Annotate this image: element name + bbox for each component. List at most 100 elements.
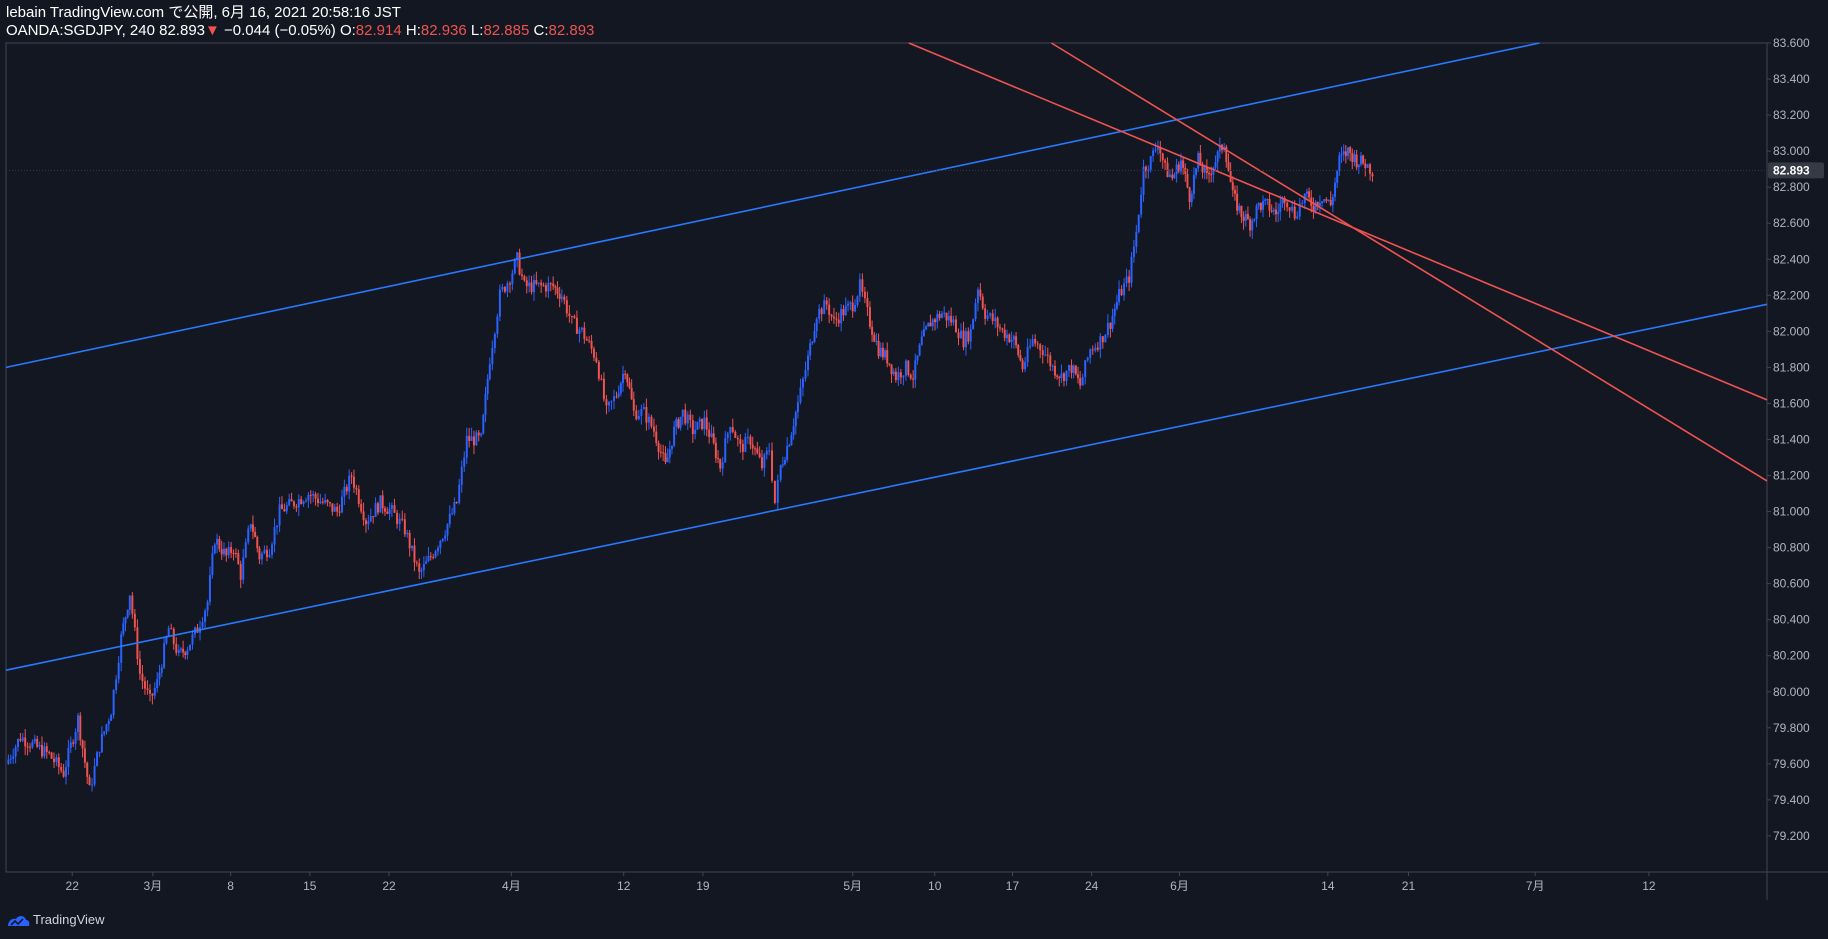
price-tick-label: 79.800 <box>1773 721 1810 735</box>
candle-body <box>920 336 923 345</box>
time-tick-label: 21 <box>1402 879 1416 893</box>
footer: TradingView <box>0 905 1828 939</box>
candle-body <box>904 360 907 376</box>
price-chart[interactable]: 79.200 79.400 79.600 79.800 80.000 80.200 80.4… <box>0 0 1828 905</box>
candle-body <box>701 418 704 429</box>
candle-body <box>390 505 393 509</box>
candle-body <box>1123 283 1126 296</box>
candle-body <box>525 280 528 287</box>
candle-body <box>705 417 708 430</box>
candle-body <box>877 341 880 357</box>
candle-body <box>470 436 473 441</box>
candle-body <box>741 444 744 452</box>
candle-body <box>528 282 531 287</box>
candle-body <box>1277 211 1280 215</box>
tradingview-brand[interactable]: TradingView <box>33 912 105 927</box>
candle-body <box>328 502 331 504</box>
candle-body <box>897 372 900 381</box>
candle-body <box>213 544 216 554</box>
candle-body <box>721 462 724 469</box>
candle-body <box>967 331 970 342</box>
candle-body <box>312 494 315 496</box>
candle-body <box>1166 162 1169 178</box>
candle-body <box>1111 315 1114 329</box>
candle-body <box>600 378 603 380</box>
candle-body <box>463 457 466 467</box>
price-axis[interactable] <box>1767 43 1828 872</box>
candle-body <box>662 452 665 454</box>
price-tick-label: 81.600 <box>1773 396 1810 410</box>
candle-body <box>729 427 732 434</box>
candle-body <box>472 436 475 446</box>
candle-body <box>374 503 377 517</box>
candle-body <box>124 617 127 624</box>
candle-body <box>666 457 669 463</box>
candle-body <box>818 308 821 319</box>
tradingview-logo-icon[interactable] <box>6 914 30 930</box>
time-tick-label: 15 <box>303 879 317 893</box>
candle-body <box>218 538 221 550</box>
candle-body <box>1371 173 1374 177</box>
candle-body <box>554 286 557 288</box>
candle-body <box>55 757 58 763</box>
candle-body <box>925 326 928 330</box>
candle-body <box>304 500 307 502</box>
last-price-label: 82.893 <box>1773 163 1810 177</box>
candle-body <box>182 648 185 653</box>
candle-body <box>1296 216 1299 219</box>
candle-body <box>520 274 523 277</box>
candle-body <box>563 296 566 301</box>
candle-body <box>590 341 593 349</box>
candle-body <box>319 501 322 504</box>
candle-body <box>830 314 833 317</box>
candle-body <box>912 378 915 380</box>
candle-body <box>696 421 699 430</box>
time-tick-label: 6月 <box>1170 879 1189 893</box>
candle-body <box>64 767 67 777</box>
candle-body <box>45 746 48 752</box>
candle-body <box>448 513 451 525</box>
candle-body <box>232 552 235 554</box>
price-tick-label: 82.400 <box>1773 252 1810 266</box>
candle-body <box>1312 206 1315 212</box>
candle-body <box>429 556 432 558</box>
candle-body <box>657 442 660 452</box>
candle-body <box>167 628 170 637</box>
candle-body <box>1001 328 1004 330</box>
candle-body <box>288 499 291 506</box>
candle-body <box>583 327 586 339</box>
candle-body <box>664 453 667 463</box>
high-label: H: <box>405 22 421 39</box>
candle-body <box>632 399 635 411</box>
candle-body <box>1109 322 1112 329</box>
candle-body <box>67 748 70 768</box>
candle-body <box>1120 289 1123 296</box>
price-tick-label: 81.200 <box>1773 469 1810 483</box>
candle-body <box>458 484 461 503</box>
candle-body <box>441 538 444 541</box>
candle-body <box>501 286 504 290</box>
price-tick-label: 82.600 <box>1773 216 1810 230</box>
candle-body <box>1125 276 1128 284</box>
candle-body <box>411 545 414 549</box>
candle-body <box>1060 373 1063 379</box>
candle-body <box>844 305 847 316</box>
candle-body <box>1044 354 1047 356</box>
candle-body <box>439 540 442 548</box>
candle-body <box>316 498 319 504</box>
candle-body <box>352 476 355 488</box>
candle-body <box>148 689 151 694</box>
candle-body <box>1208 172 1211 175</box>
candle-body <box>1305 191 1308 194</box>
symbol-info: OANDA:SGDJPY, 240 82.893 <box>6 22 205 39</box>
candle-body <box>962 330 965 348</box>
candle-body <box>1244 213 1247 221</box>
candle-body <box>786 445 789 460</box>
candle-body <box>749 436 752 445</box>
candle-body <box>934 319 937 323</box>
candle-body <box>418 563 421 572</box>
candle-body <box>122 623 125 635</box>
candle-body <box>804 370 807 379</box>
candle-body <box>724 438 727 463</box>
plot-area[interactable] <box>5 42 1768 873</box>
